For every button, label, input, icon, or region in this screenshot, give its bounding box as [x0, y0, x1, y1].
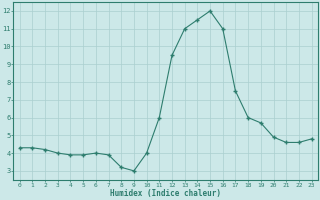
X-axis label: Humidex (Indice chaleur): Humidex (Indice chaleur) [110, 189, 221, 198]
